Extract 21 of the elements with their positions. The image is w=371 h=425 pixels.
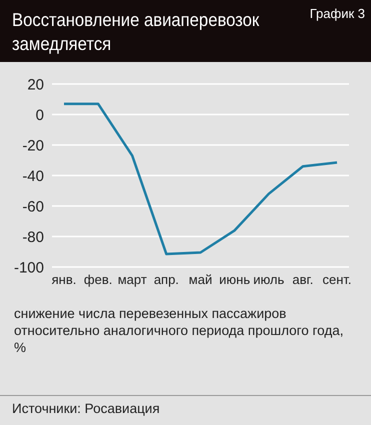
y-tick-label: -40 <box>22 168 44 185</box>
y-tick-label: -100 <box>14 259 44 276</box>
line-series <box>62 102 338 256</box>
x-tick-label: июнь <box>219 272 250 288</box>
chart-title: Восстановление авиаперевозок замедляется <box>12 8 260 56</box>
y-tick-label: -60 <box>22 198 44 216</box>
x-tick-label: сент. <box>322 272 352 288</box>
y-axis-title: снижение числа перевезенных пассажиров относительно аналогичного периода прошлого года, % <box>13 305 344 356</box>
x-tick-label: май <box>188 272 212 288</box>
y-tick-label: 20 <box>27 76 44 94</box>
y-tick-label: 0 <box>36 106 44 124</box>
x-tick-label: март <box>118 272 147 288</box>
text: График 3 <box>310 6 365 21</box>
x-tick-label: июль <box>253 272 285 288</box>
x-tick-label: авг. <box>292 272 314 288</box>
x-tick-label: апр. <box>154 272 179 288</box>
y-tick-label: -20 <box>22 137 44 154</box>
y-tick-label: -80 <box>22 228 44 246</box>
x-tick-label: янв. <box>52 272 76 288</box>
x-tick-label: фев. <box>84 272 112 288</box>
text: Источники: Росавиация <box>0 395 371 421</box>
